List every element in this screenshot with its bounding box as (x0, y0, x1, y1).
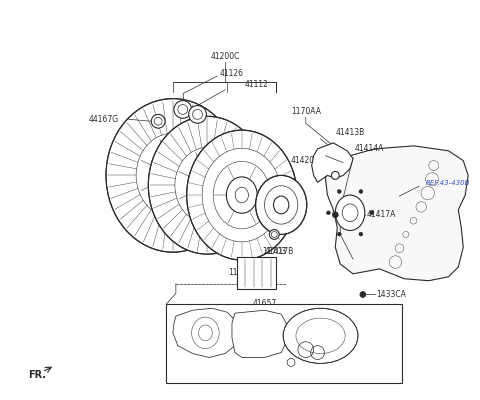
Ellipse shape (106, 99, 240, 252)
Circle shape (287, 358, 295, 366)
Ellipse shape (187, 130, 297, 260)
Text: 41657: 41657 (262, 366, 287, 375)
Polygon shape (232, 310, 286, 358)
Ellipse shape (148, 116, 266, 254)
Circle shape (269, 230, 279, 239)
Ellipse shape (283, 308, 358, 363)
Circle shape (331, 172, 339, 179)
Text: 41417A: 41417A (367, 210, 396, 219)
Circle shape (370, 211, 374, 215)
Circle shape (151, 114, 165, 128)
Text: 1140FH: 1140FH (169, 376, 198, 385)
Text: 41462A: 41462A (306, 368, 335, 377)
Text: 41112: 41112 (245, 80, 269, 89)
Ellipse shape (255, 175, 307, 234)
Text: 1140EJ: 1140EJ (228, 268, 255, 277)
Text: 41470A: 41470A (347, 312, 377, 321)
Circle shape (359, 232, 363, 236)
Text: REF.43-430B: REF.43-430B (426, 180, 470, 186)
Polygon shape (173, 308, 237, 358)
Circle shape (326, 211, 330, 215)
Text: FR.: FR. (28, 370, 46, 380)
Text: 41414A: 41414A (355, 144, 384, 153)
Circle shape (337, 232, 341, 236)
Text: 41480: 41480 (316, 316, 340, 326)
Text: 41657: 41657 (252, 299, 276, 308)
Text: 41420E: 41420E (291, 156, 320, 165)
Text: 41417B: 41417B (264, 247, 294, 256)
Circle shape (359, 190, 363, 194)
Text: 41413B: 41413B (336, 128, 364, 136)
Circle shape (332, 212, 338, 218)
Text: 1433CA: 1433CA (377, 290, 407, 299)
Text: 41200C: 41200C (210, 52, 240, 61)
Ellipse shape (336, 195, 365, 230)
Text: 41126: 41126 (219, 68, 243, 78)
Text: 11703: 11703 (262, 247, 287, 256)
Circle shape (360, 292, 366, 298)
Polygon shape (325, 146, 468, 281)
Bar (237, 257, 276, 288)
Text: 44167G: 44167G (89, 115, 119, 124)
Circle shape (189, 106, 206, 123)
Text: 1170AA: 1170AA (291, 107, 321, 116)
Polygon shape (312, 143, 353, 182)
Circle shape (174, 100, 192, 118)
Circle shape (337, 190, 341, 194)
Bar (166, 304, 402, 383)
